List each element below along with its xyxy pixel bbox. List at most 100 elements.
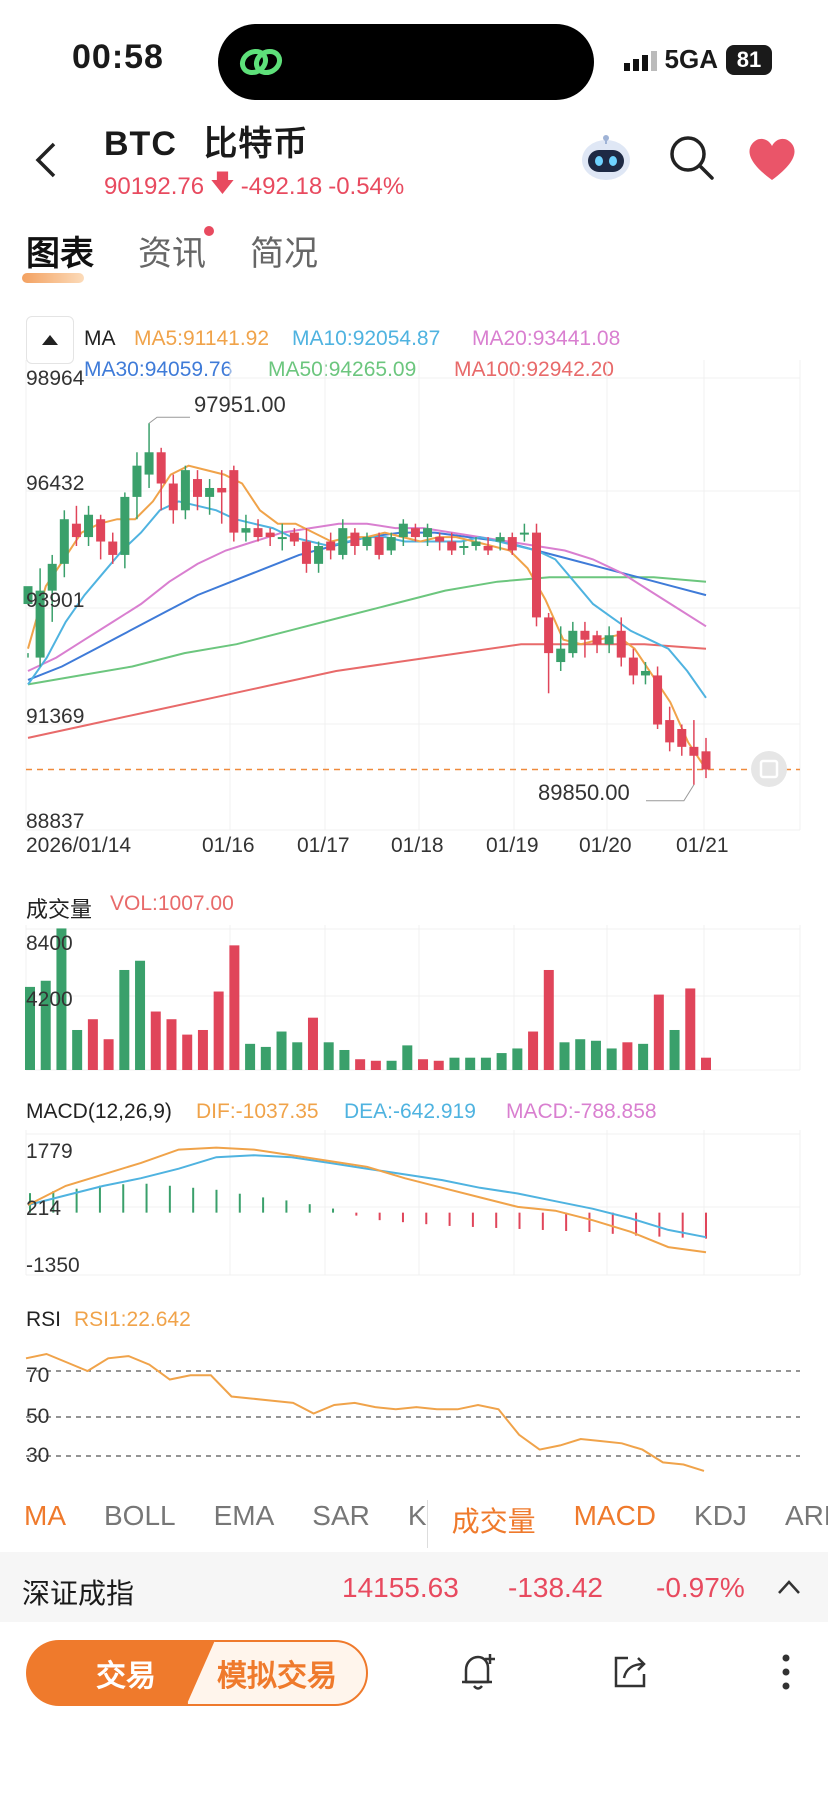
tab-overview[interactable]: 简况 xyxy=(250,235,318,273)
ma30-value: MA30:94059.76 xyxy=(84,358,233,381)
indicator-tab-k[interactable]: K xyxy=(384,1500,428,1548)
index-ticker-bar[interactable] xyxy=(0,1552,828,1622)
volume-chart[interactable] xyxy=(0,925,828,1075)
more-menu-icon[interactable] xyxy=(762,1648,810,1696)
ma50-line xyxy=(27,576,707,686)
date-axis-label: 01/16 xyxy=(202,834,255,857)
back-icon[interactable] xyxy=(28,140,68,180)
indicator-tab-boll[interactable]: BOLL xyxy=(104,1500,176,1531)
candle-body xyxy=(289,532,299,542)
candle-body xyxy=(108,541,118,555)
down-arrow-icon: 🡇 xyxy=(210,170,235,197)
candle-body xyxy=(35,590,45,658)
tab-chart[interactable]: 图表 xyxy=(22,226,94,283)
volume-bar xyxy=(197,1029,208,1070)
ma20-value: MA20:93441.08 xyxy=(472,327,621,350)
high-leader-line xyxy=(148,416,190,424)
collapse-toggle[interactable] xyxy=(26,316,74,364)
index-value: 14155.63 xyxy=(342,1572,459,1603)
symbol: BTC xyxy=(104,125,177,163)
indicator-tab-kdj[interactable]: KDJ xyxy=(694,1500,747,1531)
volume-bar xyxy=(87,1019,98,1070)
fullscreen-icon[interactable] xyxy=(750,750,788,788)
simulated-trade-button[interactable]: 模拟交易 xyxy=(186,1640,368,1706)
rsi-chart[interactable] xyxy=(0,1340,828,1480)
change-pct: -0.54% xyxy=(328,172,405,200)
candle-body xyxy=(277,537,287,540)
price-axis-label: 98964 xyxy=(26,367,85,390)
macd-chart[interactable] xyxy=(0,1130,828,1280)
tab-news[interactable]: 资讯 xyxy=(138,226,214,275)
share-icon[interactable] xyxy=(606,1648,654,1696)
volume-bar xyxy=(213,991,224,1070)
ma50-value: MA50:94265.09 xyxy=(268,358,417,381)
volume-bar xyxy=(512,1048,523,1070)
volume-bar xyxy=(465,1057,476,1070)
volume-bar xyxy=(449,1057,460,1070)
candle-body xyxy=(193,479,202,497)
volume-bar xyxy=(543,969,554,1070)
indicator-tab-sar[interactable]: SAR xyxy=(312,1500,370,1531)
rsi-axis-label: 70 xyxy=(26,1364,50,1387)
candle-body xyxy=(592,635,602,645)
indicator-tab-ema[interactable]: EMA xyxy=(213,1500,275,1531)
volume-bar xyxy=(355,1059,366,1070)
candle-body xyxy=(71,523,81,538)
candle-body xyxy=(423,528,433,538)
macd-axis-label: 214 xyxy=(26,1197,62,1220)
candle-body xyxy=(616,630,626,658)
date-axis-label: 01/18 xyxy=(391,834,444,857)
candle-body xyxy=(386,537,396,551)
candle-body xyxy=(350,532,360,546)
price-axis-label: 88837 xyxy=(26,810,85,833)
candle-body xyxy=(168,483,178,511)
volume-bar xyxy=(323,1042,334,1070)
triangle-up-icon xyxy=(42,335,58,345)
volume-bar xyxy=(25,986,35,1070)
tab-bar: 图表 资讯 简况 xyxy=(22,226,318,283)
macd-value: MACD:-788.858 xyxy=(506,1100,657,1123)
battery-icon: 81 xyxy=(726,44,772,75)
volume-bar xyxy=(276,1031,287,1070)
tab-news-label: 资讯 xyxy=(138,235,206,273)
indicator-tabs: MA BOLL EMA SAR K 成交量 MACD KDJ ARBR xyxy=(0,1500,828,1548)
volume-bar xyxy=(559,1042,570,1070)
volume-bar xyxy=(575,1039,586,1070)
alert-bell-icon[interactable] xyxy=(454,1648,502,1696)
candle-body xyxy=(205,487,215,497)
volume-bar xyxy=(370,1060,381,1070)
macd-title: MACD(12,26,9) xyxy=(26,1100,172,1123)
robot-icon[interactable] xyxy=(578,130,634,186)
date-axis-label: 2026/01/14 xyxy=(26,834,132,857)
volume-bar xyxy=(229,945,240,1070)
volume-axis-label: 8400 xyxy=(26,932,73,955)
candle-body xyxy=(628,657,638,676)
chevron-up-icon[interactable] xyxy=(776,1576,802,1598)
rsi-axis-label: 30 xyxy=(26,1444,50,1467)
candle-body xyxy=(338,528,348,555)
volume-bar xyxy=(590,1040,601,1070)
candle-body xyxy=(495,537,505,542)
volume-bar xyxy=(653,994,664,1070)
price-chart[interactable] xyxy=(0,360,828,860)
candle-body xyxy=(314,545,324,564)
indicator-tab-volume[interactable]: 成交量 xyxy=(451,1506,536,1537)
indicator-tab-arbr[interactable]: ARBR xyxy=(784,1500,828,1531)
search-icon[interactable] xyxy=(664,130,720,186)
volume-bar xyxy=(40,980,51,1070)
date-axis-label: 01/20 xyxy=(579,834,632,857)
price-axis-label: 91369 xyxy=(26,705,85,728)
candle-body xyxy=(265,532,275,538)
macd-dea: DEA:-642.919 xyxy=(344,1100,476,1123)
indicator-tab-ma[interactable]: MA xyxy=(24,1500,66,1531)
date-axis-label: 01/21 xyxy=(676,834,729,857)
favorite-heart-icon[interactable] xyxy=(744,130,800,186)
volume-bar xyxy=(72,1029,83,1070)
candle-body xyxy=(229,470,239,533)
indicator-tab-macd[interactable]: MACD xyxy=(573,1500,657,1531)
candle-body xyxy=(677,728,687,747)
candle-body xyxy=(47,563,57,591)
index-name: 深证成指 xyxy=(22,1578,135,1609)
volume-bar xyxy=(622,1042,633,1070)
network-label: 5GA xyxy=(664,44,718,74)
